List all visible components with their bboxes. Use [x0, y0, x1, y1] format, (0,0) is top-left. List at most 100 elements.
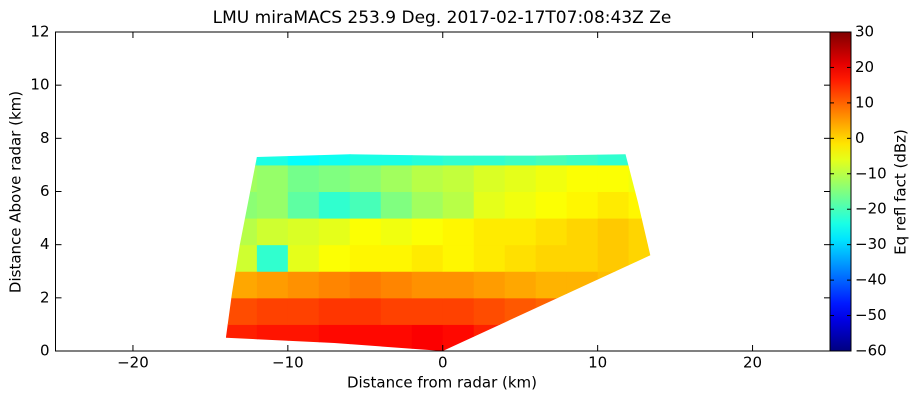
cell — [318, 297, 351, 325]
cell — [380, 218, 413, 246]
cell — [318, 218, 351, 246]
cell — [473, 164, 506, 192]
cell — [597, 324, 630, 351]
cell — [597, 271, 630, 299]
colorbar-tick-label: 30 — [855, 23, 874, 41]
cell — [535, 164, 568, 192]
cell — [473, 244, 506, 272]
x-tick-label: −10 — [272, 354, 304, 372]
x-tick-label: 10 — [588, 354, 607, 372]
cell — [628, 324, 651, 351]
cell — [566, 191, 599, 219]
field — [225, 154, 651, 351]
cell — [349, 244, 382, 272]
cell — [535, 191, 568, 219]
cell — [349, 154, 382, 166]
cell — [380, 191, 413, 219]
cell — [380, 297, 413, 325]
cell — [318, 244, 351, 272]
cell — [225, 164, 258, 192]
cell — [442, 324, 475, 351]
cell — [349, 271, 382, 299]
cell — [442, 297, 475, 325]
cell — [442, 218, 475, 246]
cell — [504, 218, 537, 246]
y-axis-label: Distance Above radar (km) — [7, 91, 25, 293]
cell — [473, 154, 506, 166]
cell — [566, 218, 599, 246]
cell — [597, 218, 630, 246]
cell — [287, 297, 320, 325]
cell — [535, 244, 568, 272]
cell — [504, 244, 537, 272]
cell — [349, 164, 382, 192]
cell — [504, 297, 537, 325]
cell — [597, 297, 630, 325]
x-tick-label: −20 — [117, 354, 149, 372]
cell — [411, 218, 444, 246]
cell — [225, 218, 258, 246]
cell — [287, 324, 320, 351]
cell — [256, 218, 289, 246]
cell — [411, 191, 444, 219]
cell — [442, 271, 475, 299]
cell — [256, 154, 289, 166]
cell — [256, 324, 289, 351]
cell — [504, 271, 537, 299]
y-tick-label: 12 — [30, 23, 49, 41]
cell — [535, 218, 568, 246]
cell — [566, 271, 599, 299]
colorbar-tick-label: 20 — [855, 58, 874, 76]
cell — [473, 218, 506, 246]
cell — [411, 324, 444, 351]
cell — [566, 297, 599, 325]
y-tick-label: 0 — [40, 342, 50, 360]
cell — [504, 191, 537, 219]
cell — [535, 324, 568, 351]
cell — [287, 154, 320, 166]
cell — [256, 164, 289, 192]
cell — [256, 271, 289, 299]
cell — [256, 244, 289, 272]
cell — [504, 164, 537, 192]
cell — [535, 297, 568, 325]
cell — [411, 271, 444, 299]
cell — [566, 244, 599, 272]
cell — [318, 271, 351, 299]
cell — [566, 164, 599, 192]
cell — [597, 191, 630, 219]
colorbar-tick-label: 0 — [855, 129, 865, 147]
chart-title: LMU miraMACS 253.9 Deg. 2017-02-17T07:08… — [213, 8, 672, 28]
cell — [256, 191, 289, 219]
cell — [225, 244, 258, 272]
cell — [473, 191, 506, 219]
cell — [628, 271, 651, 299]
cell — [225, 297, 258, 325]
colorbar — [829, 31, 852, 352]
cell — [411, 297, 444, 325]
cell — [225, 191, 258, 219]
cell — [473, 324, 506, 351]
cell — [380, 271, 413, 299]
x-axis-label: Distance from radar (km) — [347, 374, 537, 392]
colorbar-tick-label: −40 — [855, 271, 887, 289]
cell — [318, 164, 351, 192]
cell — [380, 164, 413, 192]
cell — [597, 164, 630, 192]
cell — [380, 154, 413, 166]
cell — [287, 271, 320, 299]
colorbar-tick-label: −60 — [855, 342, 887, 360]
cell — [287, 191, 320, 219]
cell — [566, 324, 599, 351]
cell — [535, 154, 568, 166]
cell — [318, 154, 351, 166]
cell — [597, 154, 630, 166]
cell — [628, 244, 651, 272]
cell — [442, 191, 475, 219]
cell — [628, 297, 651, 325]
cell — [225, 324, 258, 351]
colorbar-label: Eq refl fact (dBz) — [892, 129, 910, 255]
cell — [287, 164, 320, 192]
cell — [535, 271, 568, 299]
